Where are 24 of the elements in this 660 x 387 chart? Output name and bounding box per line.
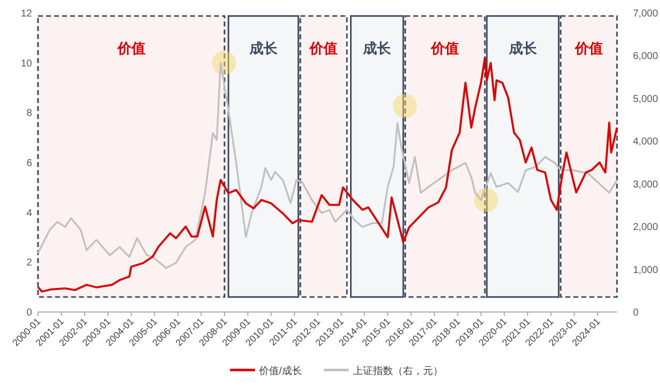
- y2-tick-label: 5,000: [633, 94, 658, 105]
- band-label: 成长: [508, 40, 538, 56]
- y-tick-label: 10: [20, 58, 32, 70]
- y2-tick-label: 3,000: [633, 179, 658, 190]
- y-tick-label: 6: [26, 158, 32, 169]
- y2-tick-label: 2,000: [633, 222, 658, 234]
- band-label: 成长: [248, 40, 278, 56]
- y2-tick-label: 6,000: [633, 51, 658, 62]
- legend-label: 价值/成长: [258, 365, 302, 377]
- y2-tick-label: 1,000: [633, 264, 658, 276]
- y-tick-label: 4: [26, 208, 32, 219]
- y-tick-label: 0: [26, 308, 32, 318]
- y-tick-label: 8: [26, 108, 32, 120]
- band-label: 价值: [116, 40, 146, 56]
- band-label: 价值: [430, 40, 460, 56]
- band-label: 价值: [574, 40, 603, 56]
- band-label: 价值: [308, 40, 338, 56]
- legend-label: 上证指数（右，元）: [352, 365, 443, 377]
- y2-tick-label: 7,000: [633, 8, 658, 20]
- y-tick-label: 12: [20, 8, 32, 20]
- y2-tick-label: 4,000: [633, 136, 658, 148]
- band-label: 成长: [362, 40, 392, 56]
- y-tick-label: 2: [26, 258, 32, 269]
- y2-tick-label: 0: [633, 308, 639, 318]
